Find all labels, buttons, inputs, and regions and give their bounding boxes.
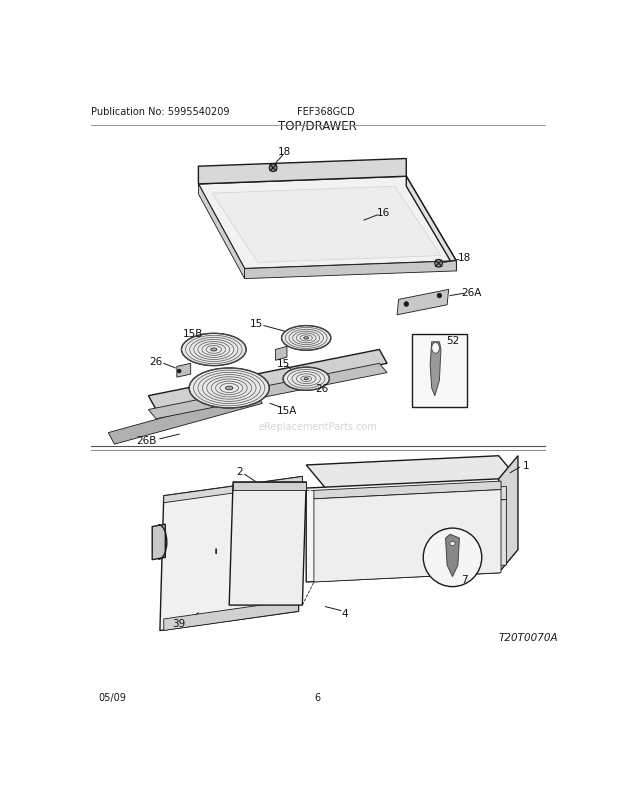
Text: 4: 4	[342, 608, 348, 618]
Text: 15: 15	[277, 358, 290, 369]
Polygon shape	[317, 500, 507, 574]
Ellipse shape	[432, 343, 440, 354]
Text: FEF368GCD: FEF368GCD	[296, 107, 354, 117]
Polygon shape	[198, 160, 406, 184]
Polygon shape	[148, 350, 387, 410]
Circle shape	[437, 294, 441, 298]
Circle shape	[269, 164, 277, 172]
Text: 05/09: 05/09	[99, 692, 126, 703]
Polygon shape	[306, 480, 498, 582]
Text: 2: 2	[236, 467, 242, 476]
Polygon shape	[314, 490, 501, 582]
Polygon shape	[160, 477, 303, 630]
Text: 26: 26	[149, 357, 162, 367]
Text: 18: 18	[278, 147, 291, 156]
Circle shape	[435, 260, 443, 268]
Polygon shape	[164, 600, 298, 630]
Polygon shape	[498, 456, 518, 573]
Polygon shape	[406, 177, 456, 272]
Polygon shape	[177, 364, 191, 378]
Polygon shape	[148, 364, 387, 419]
Ellipse shape	[281, 326, 331, 350]
Ellipse shape	[189, 368, 269, 408]
Ellipse shape	[226, 387, 233, 391]
Text: 26B: 26B	[136, 435, 157, 446]
Text: 26A: 26A	[461, 287, 482, 298]
Text: 52: 52	[446, 336, 460, 346]
Text: 1: 1	[522, 460, 529, 471]
Ellipse shape	[304, 338, 309, 340]
Polygon shape	[233, 482, 306, 491]
Polygon shape	[314, 481, 501, 499]
Text: 18: 18	[458, 253, 471, 263]
Text: 15B: 15B	[183, 328, 203, 338]
Circle shape	[423, 529, 482, 587]
Polygon shape	[397, 290, 449, 315]
Text: 39: 39	[172, 618, 186, 628]
Polygon shape	[108, 392, 262, 444]
Text: T20T0070A: T20T0070A	[498, 632, 559, 642]
Ellipse shape	[211, 349, 217, 351]
Ellipse shape	[283, 367, 329, 391]
Polygon shape	[198, 184, 245, 279]
Ellipse shape	[304, 379, 308, 380]
Polygon shape	[446, 535, 459, 577]
Text: 7: 7	[461, 574, 467, 584]
Text: 15: 15	[249, 318, 263, 328]
Polygon shape	[198, 177, 456, 269]
Polygon shape	[430, 342, 441, 396]
Text: eReplacementParts.com: eReplacementParts.com	[259, 422, 377, 432]
Polygon shape	[229, 482, 306, 606]
Polygon shape	[164, 477, 303, 503]
Polygon shape	[212, 187, 441, 263]
Polygon shape	[317, 487, 507, 509]
Text: TOP/DRAWER: TOP/DRAWER	[278, 119, 357, 132]
Polygon shape	[275, 347, 287, 361]
Text: 16: 16	[376, 209, 390, 218]
Ellipse shape	[182, 334, 246, 367]
Polygon shape	[152, 525, 166, 560]
Ellipse shape	[450, 542, 455, 545]
FancyBboxPatch shape	[412, 334, 467, 407]
Text: 26: 26	[315, 383, 328, 394]
Text: 15A: 15A	[277, 405, 297, 415]
Text: Publication No: 5995540209: Publication No: 5995540209	[91, 107, 229, 117]
Polygon shape	[306, 456, 518, 488]
Circle shape	[404, 302, 409, 307]
Text: 6: 6	[315, 692, 321, 703]
Circle shape	[177, 370, 181, 374]
Polygon shape	[245, 261, 456, 279]
